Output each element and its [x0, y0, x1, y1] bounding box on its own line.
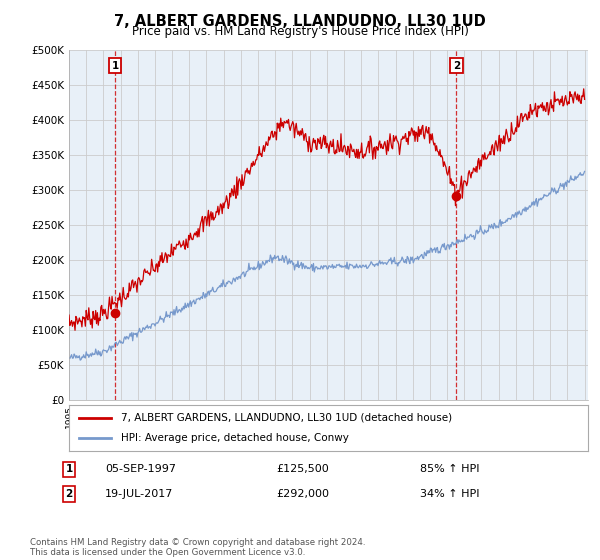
Text: 05-SEP-1997: 05-SEP-1997	[105, 464, 176, 474]
Text: 2: 2	[65, 489, 73, 499]
Text: 1: 1	[65, 464, 73, 474]
Text: Contains HM Land Registry data © Crown copyright and database right 2024.
This d: Contains HM Land Registry data © Crown c…	[30, 538, 365, 557]
Text: 7, ALBERT GARDENS, LLANDUDNO, LL30 1UD: 7, ALBERT GARDENS, LLANDUDNO, LL30 1UD	[114, 14, 486, 29]
Text: 7, ALBERT GARDENS, LLANDUDNO, LL30 1UD (detached house): 7, ALBERT GARDENS, LLANDUDNO, LL30 1UD (…	[121, 413, 452, 423]
Text: Price paid vs. HM Land Registry's House Price Index (HPI): Price paid vs. HM Land Registry's House …	[131, 25, 469, 38]
Text: £292,000: £292,000	[276, 489, 329, 499]
Text: HPI: Average price, detached house, Conwy: HPI: Average price, detached house, Conw…	[121, 433, 349, 443]
Text: 19-JUL-2017: 19-JUL-2017	[105, 489, 173, 499]
Text: 2: 2	[453, 61, 460, 71]
Text: 1: 1	[112, 61, 119, 71]
Text: 85% ↑ HPI: 85% ↑ HPI	[420, 464, 479, 474]
Text: £125,500: £125,500	[276, 464, 329, 474]
Text: 34% ↑ HPI: 34% ↑ HPI	[420, 489, 479, 499]
